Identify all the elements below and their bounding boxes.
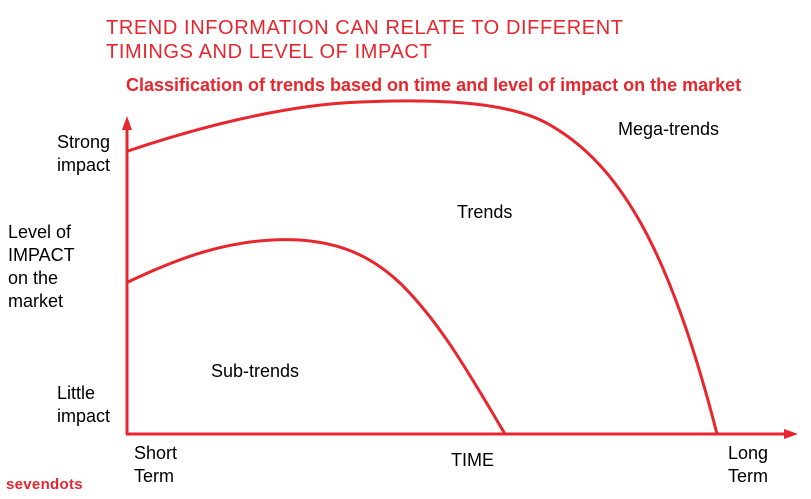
long-term-label: Long Term xyxy=(728,443,769,486)
trends-curve xyxy=(127,238,507,435)
slide-title: TREND INFORMATION CAN RELATE TO DIFFEREN… xyxy=(106,16,726,64)
y-axis-arrow-icon xyxy=(122,116,132,130)
diagram-subtitle: Classification of trends based on time a… xyxy=(126,75,742,95)
little-impact-label: Little impact xyxy=(57,383,111,426)
sevendots-logo: sevendots xyxy=(6,476,83,493)
slide-title-line-2: TIMINGS AND LEVEL OF IMPACT xyxy=(106,41,433,63)
time-label: TIME xyxy=(451,450,494,470)
trends-label: Trends xyxy=(457,202,513,222)
x-axis-arrow-icon xyxy=(784,429,798,439)
short-term-label: Short Term xyxy=(134,443,178,486)
sub-trends-label: Sub-trends xyxy=(211,361,300,381)
mega-trends-curve xyxy=(127,99,719,435)
strong-impact-label: Strong impact xyxy=(57,132,111,175)
slide-title-line-1: TREND INFORMATION CAN RELATE TO DIFFEREN… xyxy=(106,17,624,39)
mega-trends-label: Mega-trends xyxy=(618,119,720,139)
level-of-impact-label: Level of IMPACT on the market xyxy=(8,222,75,311)
